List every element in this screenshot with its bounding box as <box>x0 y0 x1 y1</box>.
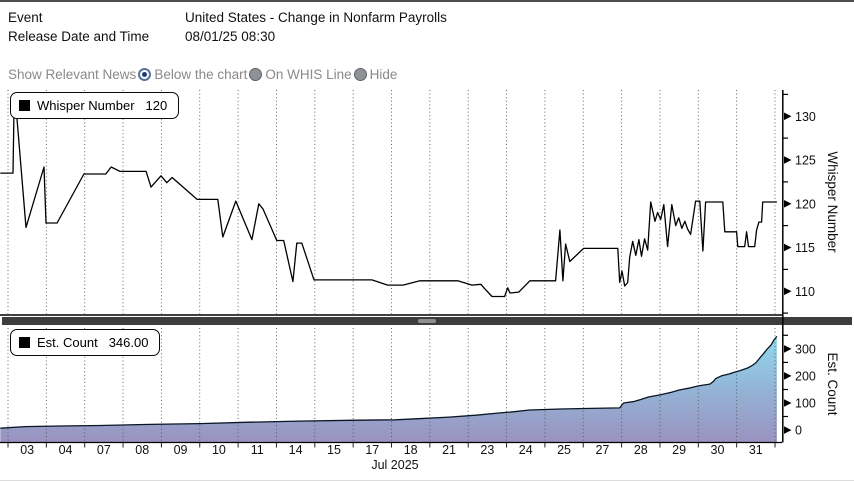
est-count-tick-label: 100 <box>795 397 816 411</box>
radio-selected-icon[interactable] <box>138 68 152 81</box>
show-relevant-news-control: Show Relevant News Below the chart On WHI… <box>8 67 397 82</box>
date-tick-label: 17 <box>365 443 380 457</box>
whisper-number-tick-label: 125 <box>795 154 816 168</box>
radio-unselected-icon[interactable] <box>353 68 367 81</box>
whisper-number-tick-label: 120 <box>795 197 816 211</box>
tick-arrow-icon <box>784 243 792 252</box>
event-value: United States - Change in Nonfarm Payrol… <box>185 10 447 25</box>
date-tick-label: 18 <box>403 443 418 457</box>
news-option-label: Below the chart <box>154 67 248 82</box>
est-count-area <box>0 336 777 443</box>
event-label: Event <box>8 10 43 25</box>
est-count-line <box>0 335 778 429</box>
news-option-on-whis-line[interactable]: On WHIS Line <box>247 67 352 82</box>
tick-arrow-icon <box>784 345 792 353</box>
release-datetime-value: 08/01/25 08:30 <box>185 29 276 44</box>
tick-arrow-icon <box>784 372 792 380</box>
est-count-tick-label: 0 <box>795 424 802 438</box>
date-tick-label: 10 <box>211 443 226 457</box>
date-tick-label: 04 <box>58 443 73 457</box>
show-relevant-news-label: Show Relevant News <box>8 67 137 82</box>
news-option-hide[interactable]: Hide <box>352 67 398 82</box>
date-tick-label: 14 <box>288 443 303 457</box>
news-option-label: On WHIS Line <box>265 67 352 82</box>
tick-arrow-icon <box>784 287 792 296</box>
date-tick-label: 23 <box>480 443 495 457</box>
est-count-legend-value: 346.00 <box>108 335 149 350</box>
whisper-number-legend-label: Whisper Number <box>37 98 135 113</box>
tick-arrow-icon <box>784 156 792 164</box>
date-tick-label: 11 <box>250 443 264 457</box>
event-row: Event United States - Change in Nonfarm P… <box>8 10 447 25</box>
legend-swatch-icon <box>19 100 30 111</box>
tick-arrow-icon <box>784 399 792 407</box>
date-tick-label: 03 <box>20 443 35 457</box>
date-axis: 03 04 07 08 09 10 11 14 15 17 18 21 23 24 25 27 28 29 30 31 <box>0 443 790 458</box>
whisper-number-tick-label: 130 <box>795 110 816 124</box>
est-count-axis-title: Est. Count <box>825 352 840 415</box>
date-tick-label: 25 <box>557 443 572 457</box>
tick-arrow-icon <box>784 200 792 208</box>
date-tick-label: 28 <box>633 443 648 457</box>
date-tick-label: 29 <box>672 443 687 457</box>
tick-arrow-icon <box>784 112 792 121</box>
whisper-number-tick-label: 110 <box>795 285 815 299</box>
date-tick-label: 24 <box>518 443 533 457</box>
release-datetime-row: Release Date and Time 08/01/25 08:30 <box>8 29 275 44</box>
date-axis-title: Jul 2025 <box>371 458 419 472</box>
date-tick-label: 15 <box>327 443 341 457</box>
news-option-label: Hide <box>369 67 398 82</box>
legend-swatch-icon <box>19 337 30 348</box>
date-tick-label: 07 <box>96 443 111 457</box>
whisper-number-chart[interactable] <box>0 90 782 317</box>
date-tick-label: 08 <box>135 443 150 457</box>
est-count-chart[interactable] <box>0 328 782 449</box>
whisper-number-legend-value: 120 <box>145 98 168 113</box>
date-tick-label: 30 <box>710 443 725 457</box>
whisper-number-axis-title: Whisper Number <box>825 151 840 253</box>
right-value-axis: 110 115 120 125 130 0 100 200 300 Whisper Number E… <box>782 90 840 443</box>
est-count-legend-label: Est. Count <box>37 335 98 350</box>
splitter-grip-icon[interactable] <box>418 319 436 323</box>
radio-unselected-icon[interactable] <box>249 68 263 81</box>
whisper-number-legend: Whisper Number 120 <box>10 92 180 119</box>
est-count-tick-label: 300 <box>795 342 816 356</box>
whisper-number-tick-label: 115 <box>795 241 815 255</box>
date-tick-label: 21 <box>442 443 456 457</box>
whisper-number-line <box>0 102 777 298</box>
est-count-legend: Est. Count 346.00 <box>10 329 161 356</box>
date-tick-label: 27 <box>595 443 610 457</box>
release-datetime-label: Release Date and Time <box>8 29 150 44</box>
news-option-below-the-chart[interactable]: Below the chart <box>136 67 247 82</box>
date-tick-label: 31 <box>748 443 763 457</box>
tick-arrow-icon <box>784 426 792 434</box>
est-count-tick-label: 200 <box>795 369 816 383</box>
date-tick-label: 09 <box>173 443 188 457</box>
